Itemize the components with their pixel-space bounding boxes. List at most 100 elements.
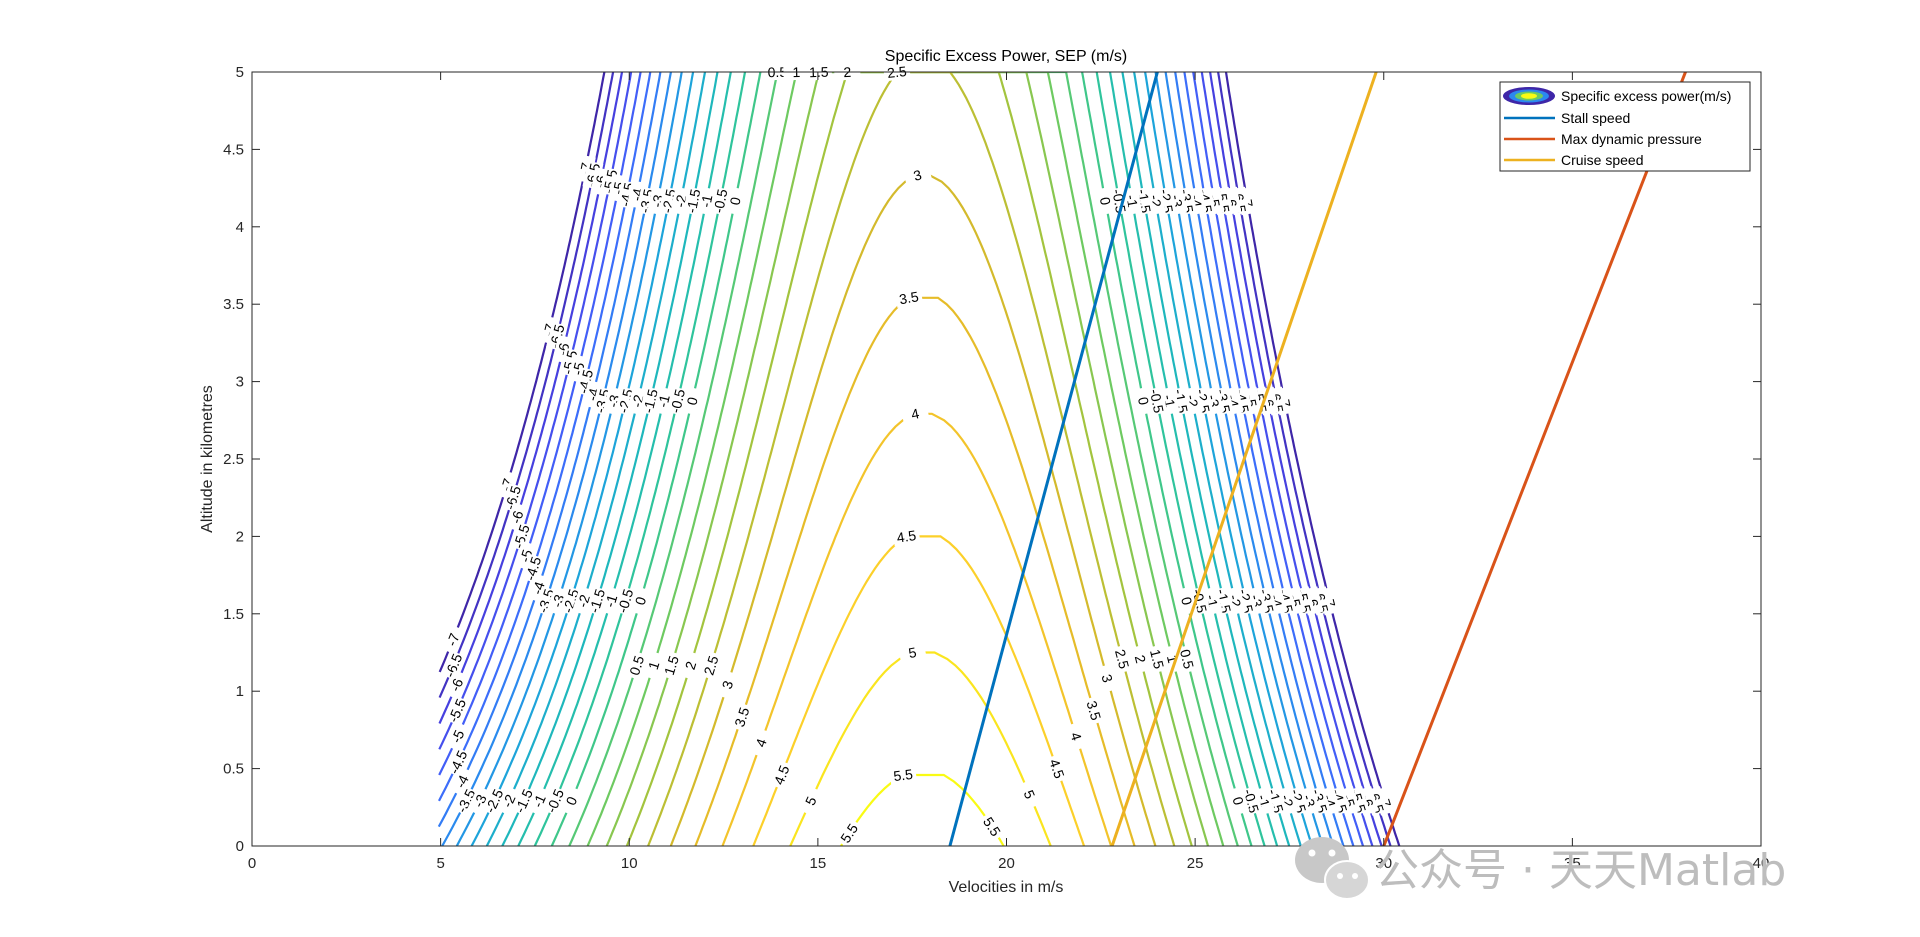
contour-level-label: 1.5 [661, 654, 682, 678]
contour-level-label: 0 [1135, 396, 1152, 407]
x-tick-label: 30 [1375, 855, 1392, 872]
contour-label-gap [679, 650, 702, 681]
contour-label-gap [444, 669, 469, 700]
contour-label-gap [730, 702, 754, 732]
y-axis-title: Altitude in kilometres [199, 385, 216, 533]
contour-level-label: -1 [697, 193, 715, 209]
contour-line [586, 72, 1225, 846]
contour-label-gap [625, 650, 649, 681]
contour-level-label: 0.5 [626, 654, 647, 678]
contour-level-label: 2.5 [1112, 648, 1132, 671]
contour-level-label: 4.5 [770, 763, 792, 787]
contour-label-gap [542, 785, 568, 816]
contour-label-gap [466, 785, 493, 817]
legend-label-sep: Specific excess power(m/s) [1561, 88, 1731, 104]
y-tick-label: 1 [236, 683, 244, 700]
contour-label-gap [642, 650, 666, 681]
contour-level-label: 3.5 [731, 705, 752, 729]
contour-label-gap [1096, 663, 1119, 693]
contour-label-gap [894, 287, 924, 308]
contour-label-gap [440, 624, 466, 655]
x-tick-label: 0 [248, 855, 256, 872]
contour-level-label: 3 [912, 166, 924, 184]
contour-level-label: -6 [447, 676, 467, 694]
contour-label-gap [835, 817, 863, 849]
contour-level-label: -0.5 [710, 187, 730, 214]
contour-label-gap [1045, 753, 1069, 784]
contour-label-gap [659, 650, 683, 681]
contour-label-gap [1082, 695, 1106, 726]
contour-line [625, 72, 1193, 846]
contour-level-label: 2 [1132, 653, 1149, 665]
contour-label-gap [481, 785, 507, 817]
contour-label-gap [889, 765, 917, 785]
contour-line [694, 296, 1136, 846]
legend-label-stall: Stall speed [1561, 110, 1630, 126]
max-dynamic-pressure-line [1382, 72, 1687, 846]
contour-label-gap [445, 746, 471, 778]
contour-label-gap [749, 727, 773, 758]
contour-level-label: 3.5 [898, 288, 920, 307]
contour-level-label: -1 [601, 592, 620, 609]
contour-label-gap [898, 642, 927, 663]
contour-label-gap [715, 669, 739, 700]
contour-level-label: 0 [1097, 196, 1114, 207]
x-tick-label: 10 [621, 855, 638, 872]
y-tick-label: 4 [236, 219, 244, 236]
contour-level-label: -1 [654, 393, 672, 409]
x-tick-label: 15 [810, 855, 827, 872]
contour-label-gap [1146, 644, 1169, 674]
contour-level-label: 0 [683, 395, 700, 406]
contour-label-gap [699, 650, 723, 681]
contour-label-gap [558, 785, 584, 816]
contour-level-label: 5.5 [892, 766, 914, 784]
contour-label-gap [495, 785, 522, 817]
contour-label-gap [526, 785, 552, 817]
contour-label-gap [900, 403, 930, 425]
contour-level-label: -6 [508, 508, 527, 525]
y-tick-label: 4.5 [223, 141, 244, 158]
contour-label-gap [1111, 644, 1134, 674]
chart-title: Specific Excess Power, SEP (m/s) [885, 48, 1127, 65]
contour-label-gap [444, 695, 470, 726]
contour-line [752, 535, 1086, 846]
y-tick-label: 3 [236, 374, 244, 391]
contour-label-gap [1129, 644, 1152, 674]
x-tick-label: 25 [1187, 855, 1204, 872]
wechat-icon [1295, 837, 1370, 900]
contour-level-label: 1.5 [1147, 648, 1167, 671]
contour-level-label: 3.5 [1084, 699, 1105, 722]
contour-label-gap [709, 186, 731, 216]
contour-label-gap [453, 785, 479, 817]
contour-label-gap [449, 766, 475, 797]
stall-speed-line [948, 72, 1159, 846]
legend-label-max-q: Max dynamic pressure [1561, 131, 1702, 147]
contour-label-gap [629, 586, 652, 616]
cruise-speed-line [1110, 72, 1378, 846]
watermark: 公众号 · 天天Matlab [1295, 837, 1786, 900]
contour-level-label: 2.5 [700, 654, 721, 678]
contour-label-gap [511, 785, 537, 817]
contour-level-label: -1 [529, 792, 549, 810]
contour-label-gap [797, 785, 824, 817]
y-tick-label: 2.5 [223, 451, 244, 468]
x-tick-label: 35 [1564, 855, 1581, 872]
contour-line [647, 72, 1176, 846]
contour-label-gap [1064, 721, 1088, 752]
y-tick-label: 5 [236, 64, 244, 81]
x-tick-label: 5 [436, 855, 444, 872]
contour-label-gap [724, 186, 746, 216]
contour-label-gap [1017, 779, 1042, 810]
contour-label-gap [978, 811, 1006, 842]
x-tick-label: 40 [1753, 855, 1770, 872]
contour-level-label: -7 [443, 631, 463, 649]
contour-label-gap [1133, 386, 1155, 416]
contour-level-label: 5 [907, 644, 918, 661]
contour-level-label: 4.5 [1046, 757, 1068, 781]
contour-level-label: 0 [726, 195, 743, 206]
contour-label-gap [1095, 186, 1116, 216]
legend: Specific excess power(m/s) Stall speed M… [1499, 81, 1751, 172]
y-tick-label: 1.5 [223, 606, 244, 623]
